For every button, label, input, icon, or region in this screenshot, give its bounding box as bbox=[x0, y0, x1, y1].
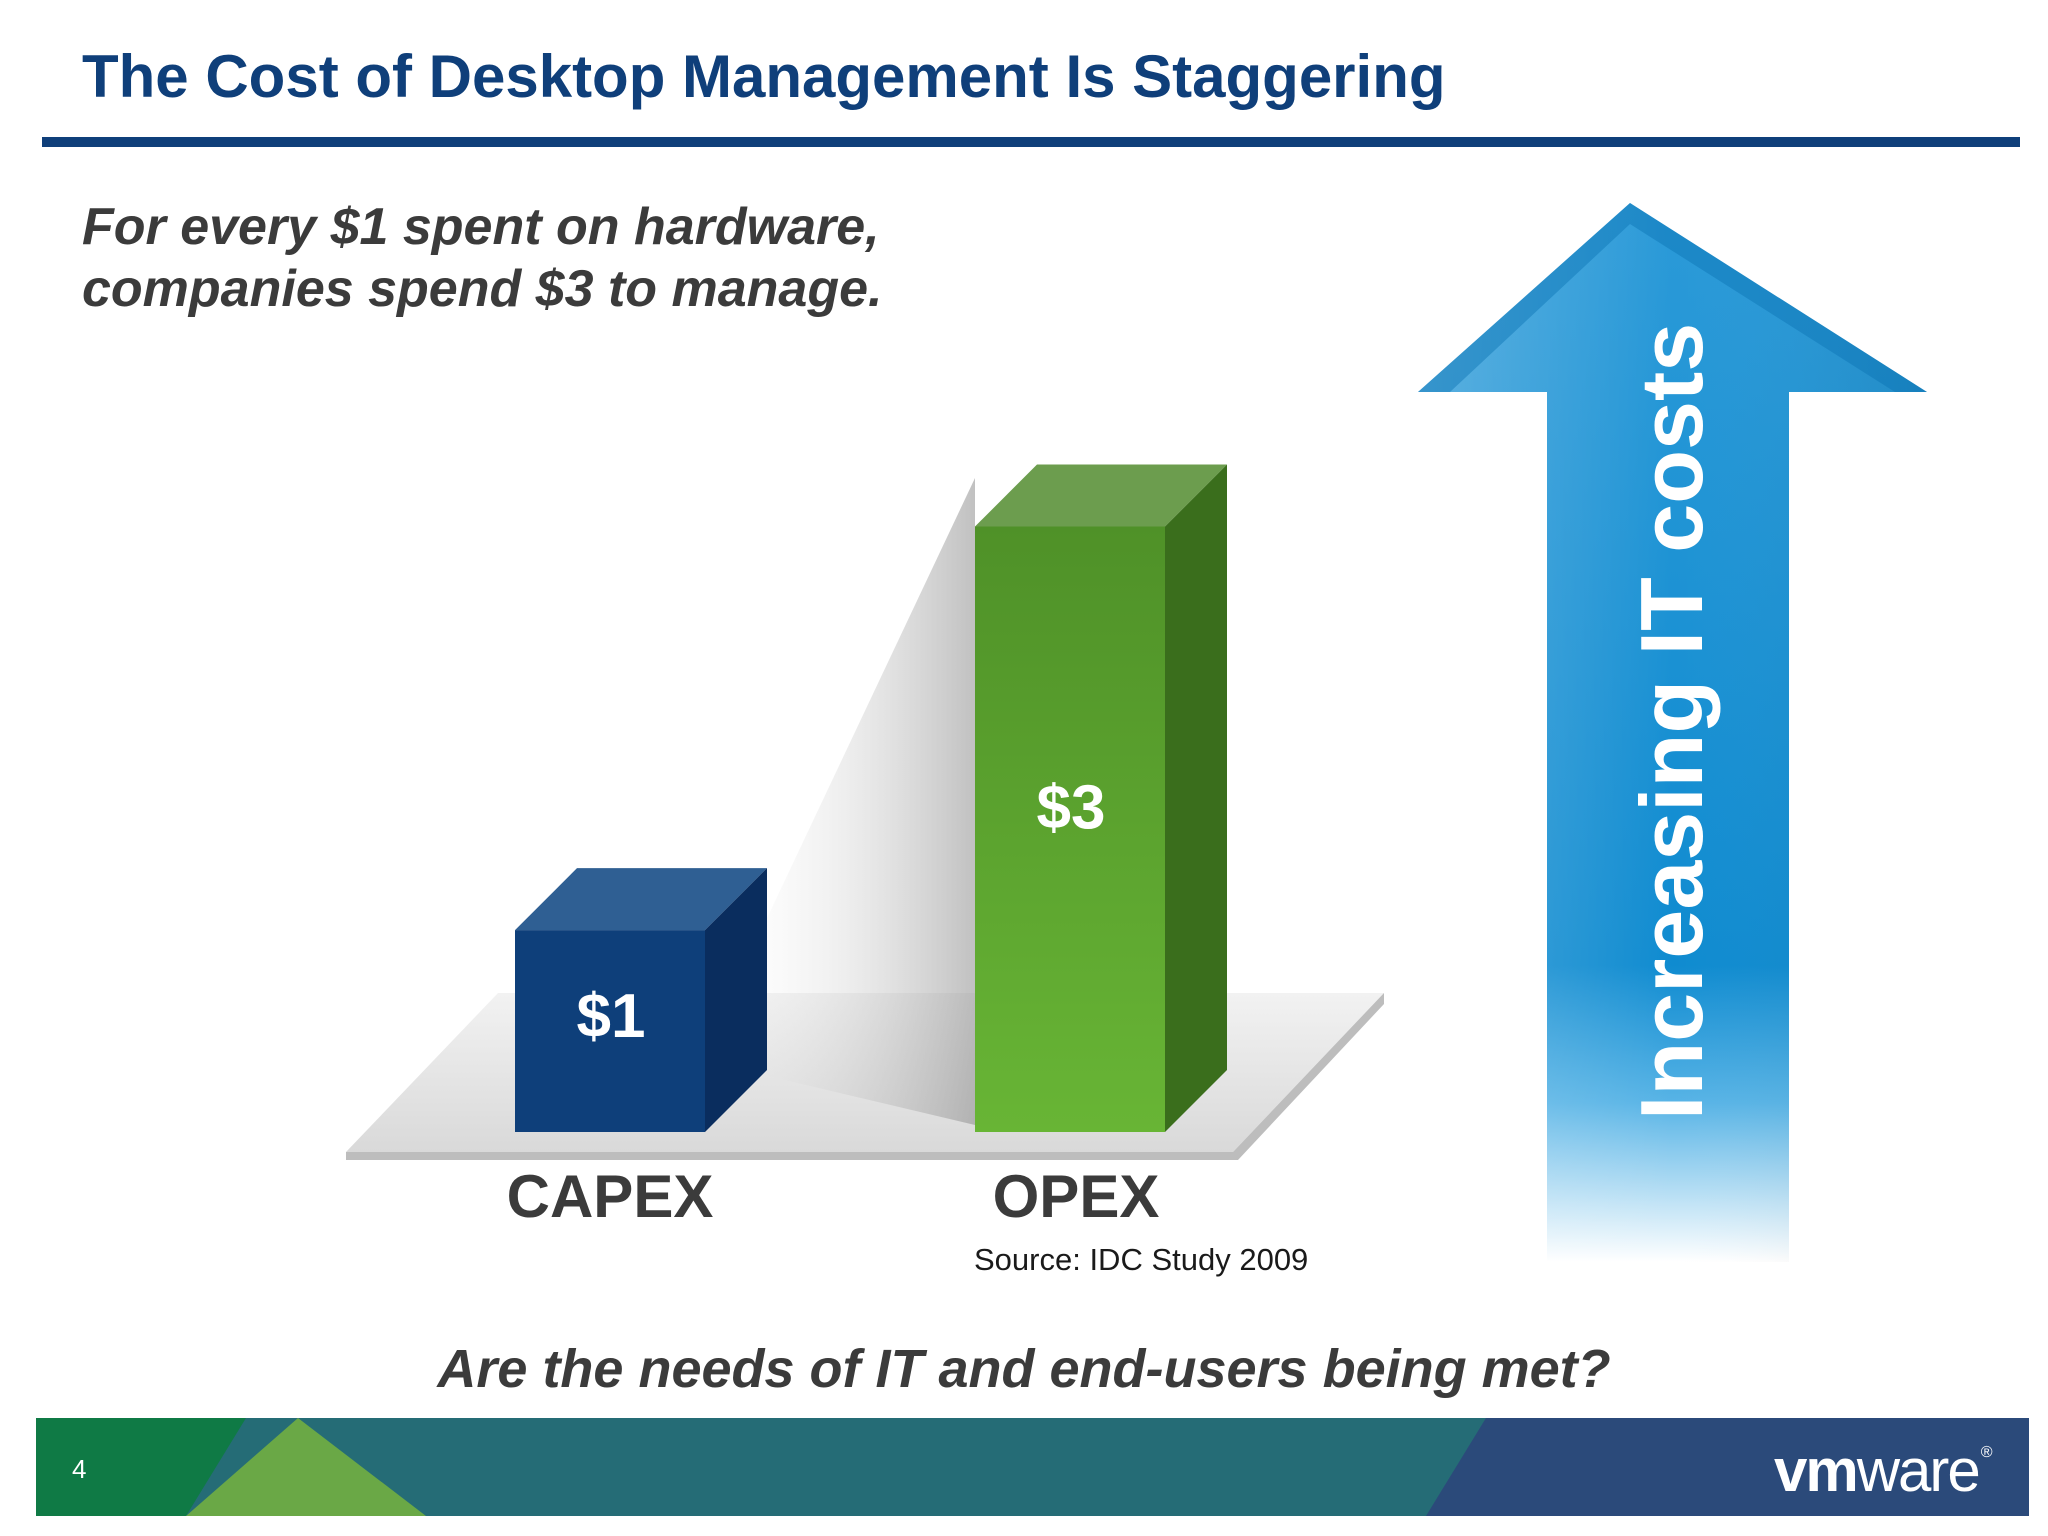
category-label-capex: CAPEX bbox=[507, 1163, 714, 1230]
bar-top-opex bbox=[975, 464, 1227, 527]
category-label-opex: OPEX bbox=[993, 1163, 1160, 1230]
bar-capex bbox=[515, 930, 705, 1132]
closing-question: Are the needs of IT and end-users being … bbox=[437, 1339, 1611, 1399]
slide-number: 4 bbox=[72, 1454, 87, 1484]
footer-bar bbox=[36, 1418, 2029, 1516]
bar-top-capex bbox=[515, 868, 767, 931]
slide-title: The Cost of Desktop Management Is Stagge… bbox=[82, 43, 1446, 110]
bar-side-opex bbox=[1165, 464, 1227, 1133]
bar-opex bbox=[975, 526, 1165, 1132]
title-divider bbox=[42, 137, 2020, 147]
subtitle-line-2: companies spend $3 to manage. bbox=[82, 260, 883, 318]
increasing-costs-arrow bbox=[1418, 203, 1927, 1262]
bar-side-capex bbox=[705, 868, 767, 1132]
logo-registered-mark: ® bbox=[1980, 1444, 1993, 1461]
footer-graphic bbox=[36, 1418, 2029, 1516]
logo-ware: ware bbox=[1856, 1437, 1981, 1504]
logo-vm: vm bbox=[1774, 1437, 1859, 1504]
vmware-logo: vmware ® bbox=[1774, 1436, 1993, 1505]
arrow-label: Increasing IT costs bbox=[1622, 323, 1721, 1120]
bar-value-label-opex: $3 bbox=[1037, 774, 1106, 843]
bar-connector-shadow bbox=[700, 478, 975, 1125]
subtitle-line-1: For every $1 spent on hardware, bbox=[82, 198, 880, 256]
subtitle: For every $1 spent on hardware, companie… bbox=[82, 196, 882, 320]
bar-value-label-capex: $1 bbox=[577, 982, 646, 1051]
bars-group: $1 $3 bbox=[515, 464, 1227, 1133]
source-note: Source: IDC Study 2009 bbox=[974, 1242, 1309, 1277]
